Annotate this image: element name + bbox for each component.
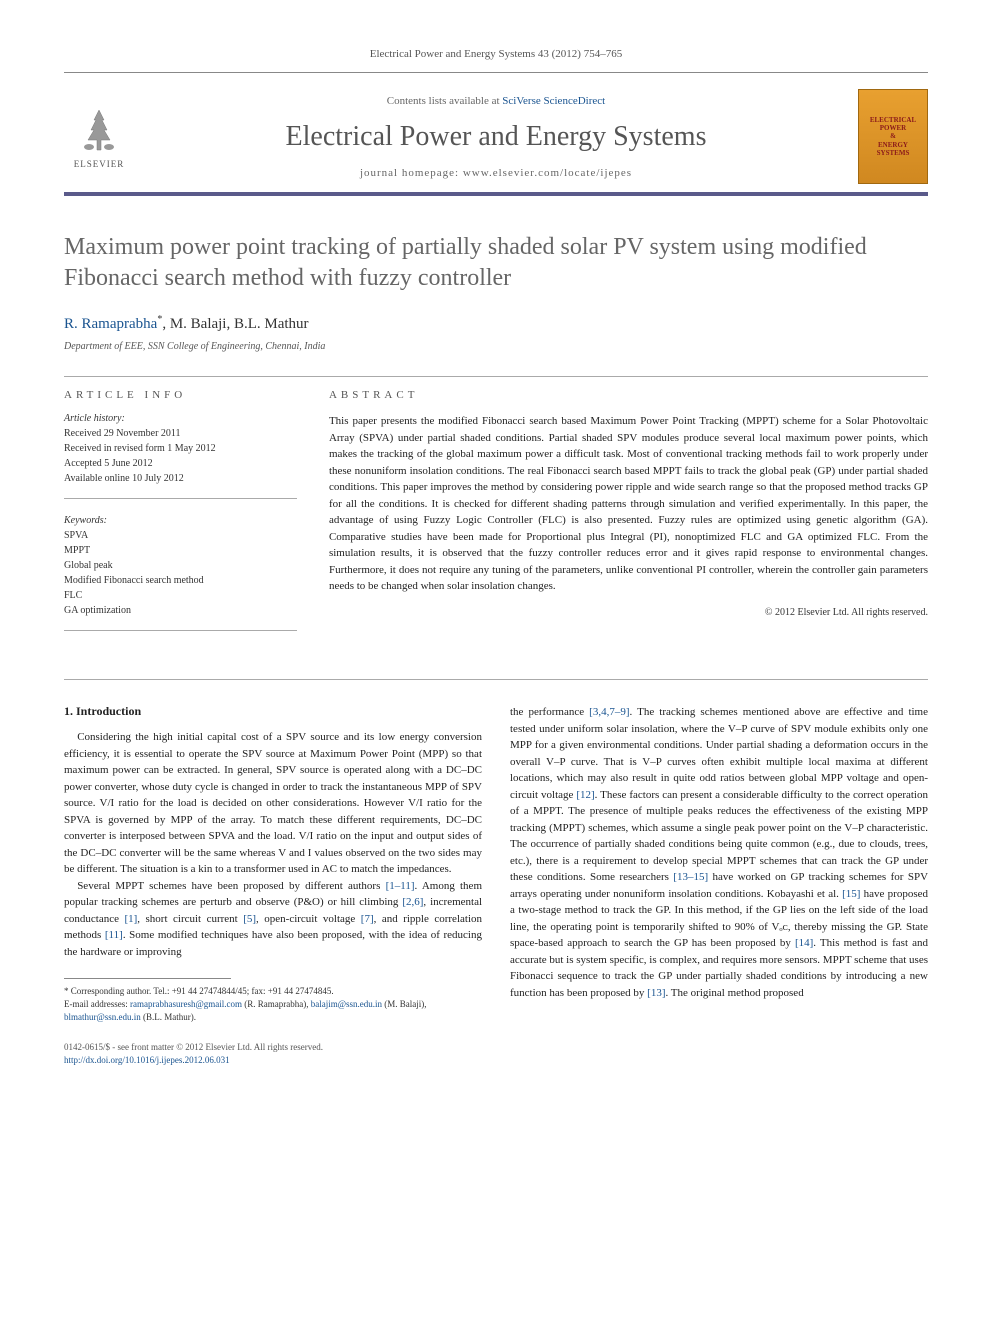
homepage-prefix: journal homepage: <box>360 167 463 179</box>
col-left: 1. Introduction Considering the high ini… <box>64 704 482 1066</box>
email1-link[interactable]: ramaprabhasuresh@gmail.com <box>130 999 242 1009</box>
ref-1-11[interactable]: [1–11] <box>386 880 415 892</box>
article-title: Maximum power point tracking of partiall… <box>64 232 928 294</box>
sec1-heading: 1. Introduction <box>64 704 482 719</box>
elsevier-label: ELSEVIER <box>74 159 125 169</box>
accepted-line: Accepted 5 June 2012 <box>64 456 297 471</box>
top-rule <box>64 72 928 73</box>
email2-name: (M. Balaji), <box>382 999 427 1009</box>
journal-cover: ELECTRICAL POWER & ENERGY SYSTEMS <box>858 89 928 184</box>
body-columns: 1. Introduction Considering the high ini… <box>64 704 928 1066</box>
ref-2-6[interactable]: [2,6] <box>402 896 423 908</box>
cover-line5: SYSTEMS <box>877 149 910 157</box>
ref-3479[interactable]: [3,4,7–9] <box>589 706 629 718</box>
info-heading: ARTICLE INFO <box>64 389 297 401</box>
online-line: Available online 10 July 2012 <box>64 471 297 486</box>
footnote-emails: E-mail addresses: ramaprabhasuresh@gmail… <box>64 998 482 1023</box>
p2g: . Some modified techniques have also bee… <box>64 929 482 958</box>
email1-name: (R. Ramaprabha), <box>242 999 311 1009</box>
contents-line: Contents lists available at SciVerse Sci… <box>134 95 858 107</box>
email2-link[interactable]: balajim@ssn.edu.in <box>311 999 382 1009</box>
col-right: the performance [3,4,7–9]. The tracking … <box>510 704 928 1066</box>
history-block: Article history: Received 29 November 20… <box>64 413 297 499</box>
ref-7[interactable]: [7] <box>361 913 374 925</box>
p2a: Several MPPT schemes have been proposed … <box>77 880 385 892</box>
revised-line: Received in revised form 1 May 2012 <box>64 441 297 456</box>
ref-13-15[interactable]: [13–15] <box>673 871 708 883</box>
cover-line2: POWER <box>880 124 906 132</box>
front-matter: 0142-0615/$ - see front matter © 2012 El… <box>64 1041 482 1054</box>
elsevier-tree-icon <box>74 105 124 155</box>
page-container: Electrical Power and Energy Systems 43 (… <box>0 0 992 1114</box>
email3-name: (B.L. Mathur). <box>141 1012 196 1022</box>
ref-5[interactable]: [5] <box>243 913 256 925</box>
p2: Several MPPT schemes have been proposed … <box>64 878 482 961</box>
p2d: , short circuit current <box>137 913 243 925</box>
ref-12[interactable]: [12] <box>576 789 594 801</box>
ref-15[interactable]: [15] <box>842 888 860 900</box>
contents-prefix: Contents lists available at <box>387 95 502 107</box>
kw1: SPVA <box>64 528 297 543</box>
p1: Considering the high initial capital cos… <box>64 729 482 878</box>
divider-top <box>64 376 928 377</box>
homepage-url: www.elsevier.com/locate/ijepes <box>463 167 632 179</box>
history-label: Article history: <box>64 413 297 424</box>
p3: the performance [3,4,7–9]. The tracking … <box>510 704 928 1001</box>
copyright: © 2012 Elsevier Ltd. All rights reserved… <box>329 607 928 618</box>
abstract: ABSTRACT This paper presents the modifie… <box>329 389 928 647</box>
cover-line1: ELECTRICAL <box>870 116 916 124</box>
doi-link[interactable]: http://dx.doi.org/10.1016/j.ijepes.2012.… <box>64 1055 230 1065</box>
p3g: . The original method proposed <box>666 987 804 999</box>
p3b: . The tracking schemes mentioned above a… <box>510 706 928 801</box>
kw6: GA optimization <box>64 603 297 618</box>
masthead: ELSEVIER Contents lists available at Sci… <box>64 81 928 196</box>
journal-name: Electrical Power and Energy Systems <box>134 121 858 153</box>
email-label: E-mail addresses: <box>64 999 130 1009</box>
ref-13[interactable]: [13] <box>647 987 665 999</box>
ref-1[interactable]: [1] <box>124 913 137 925</box>
ref-11[interactable]: [11] <box>105 929 123 941</box>
bottom-info: 0142-0615/$ - see front matter © 2012 El… <box>64 1041 482 1066</box>
abstract-heading: ABSTRACT <box>329 389 928 401</box>
sciencedirect-link[interactable]: SciVerse ScienceDirect <box>502 95 605 107</box>
elsevier-logo: ELSEVIER <box>64 97 134 177</box>
kw4: Modified Fibonacci search method <box>64 573 297 588</box>
p3c: . These factors can present a considerab… <box>510 789 928 884</box>
p2e: , open-circuit voltage <box>256 913 361 925</box>
kw3: Global peak <box>64 558 297 573</box>
header-citation: Electrical Power and Energy Systems 43 (… <box>64 48 928 60</box>
ref-14[interactable]: [14] <box>795 937 813 949</box>
author-1-link[interactable]: R. Ramaprabha <box>64 316 157 332</box>
homepage-line: journal homepage: www.elsevier.com/locat… <box>134 167 858 179</box>
article-info: ARTICLE INFO Article history: Received 2… <box>64 389 297 647</box>
footnote-rule <box>64 978 231 979</box>
cover-line3: & <box>890 132 896 140</box>
divider-bottom <box>64 679 928 680</box>
keywords-label: Keywords: <box>64 515 297 526</box>
kw5: FLC <box>64 588 297 603</box>
p3a: the performance <box>510 706 589 718</box>
abstract-text: This paper presents the modified Fibonac… <box>329 413 928 595</box>
authors-rest: , M. Balaji, B.L. Mathur <box>162 316 308 332</box>
info-abstract-row: ARTICLE INFO Article history: Received 2… <box>64 389 928 647</box>
masthead-center: Contents lists available at SciVerse Sci… <box>134 95 858 179</box>
email3-link[interactable]: blmathur@ssn.edu.in <box>64 1012 141 1022</box>
authors: R. Ramaprabha*, M. Balaji, B.L. Mathur <box>64 314 928 333</box>
kw2: MPPT <box>64 543 297 558</box>
keywords-block: Keywords: SPVA MPPT Global peak Modified… <box>64 515 297 631</box>
received-line: Received 29 November 2011 <box>64 426 297 441</box>
affiliation: Department of EEE, SSN College of Engine… <box>64 341 928 352</box>
footnote-corr: * Corresponding author. Tel.: +91 44 274… <box>64 985 482 998</box>
cover-line4: ENERGY <box>878 141 908 149</box>
